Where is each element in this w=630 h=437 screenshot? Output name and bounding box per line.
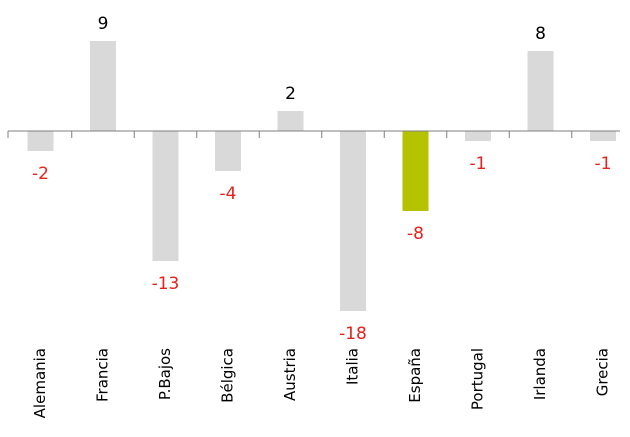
bar-austria [277, 111, 304, 131]
bar-espana [402, 131, 429, 211]
bar-p-bajos [152, 131, 179, 261]
data-label-irlanda: 8 [535, 24, 546, 44]
category-label-portugal: Portugal [469, 348, 487, 410]
data-label-belgica: -4 [220, 184, 237, 204]
bar-francia [90, 41, 116, 131]
category-label-alemania: Alemania [31, 348, 49, 418]
data-label-p-bajos: -13 [152, 274, 180, 294]
category-labels-group: Alemania Francia P.Bajos Bélgica Austria Ital… [31, 348, 612, 419]
category-label-irlanda: Irlanda [531, 348, 549, 400]
category-label-belgica: Bélgica [219, 348, 237, 403]
category-label-p-bajos: P.Bajos [156, 348, 174, 400]
data-label-austria: 2 [285, 84, 296, 104]
data-label-portugal: -1 [470, 154, 487, 174]
data-label-italia: -18 [339, 324, 367, 344]
data-label-espana: -8 [407, 224, 424, 244]
data-label-francia: 9 [98, 14, 109, 34]
category-label-espana: España [406, 348, 424, 403]
bar-portugal [465, 131, 491, 141]
bars-group [27, 41, 616, 311]
data-label-alemania: -2 [32, 164, 49, 184]
bar-alemania [27, 131, 54, 151]
category-label-austria: Austria [281, 348, 299, 401]
category-label-italia: Italia [344, 348, 362, 385]
data-labels-group: -29-13-42-18-8-18-1 [32, 14, 611, 344]
bar-irlanda [527, 51, 554, 131]
bar-grecia [590, 131, 616, 141]
axis-group [7, 130, 620, 138]
category-label-grecia: Grecia [594, 348, 612, 396]
category-label-francia: Francia [94, 348, 112, 402]
bar-italia [340, 131, 366, 311]
data-label-grecia: -1 [595, 154, 612, 174]
bar-belgica [215, 131, 241, 171]
